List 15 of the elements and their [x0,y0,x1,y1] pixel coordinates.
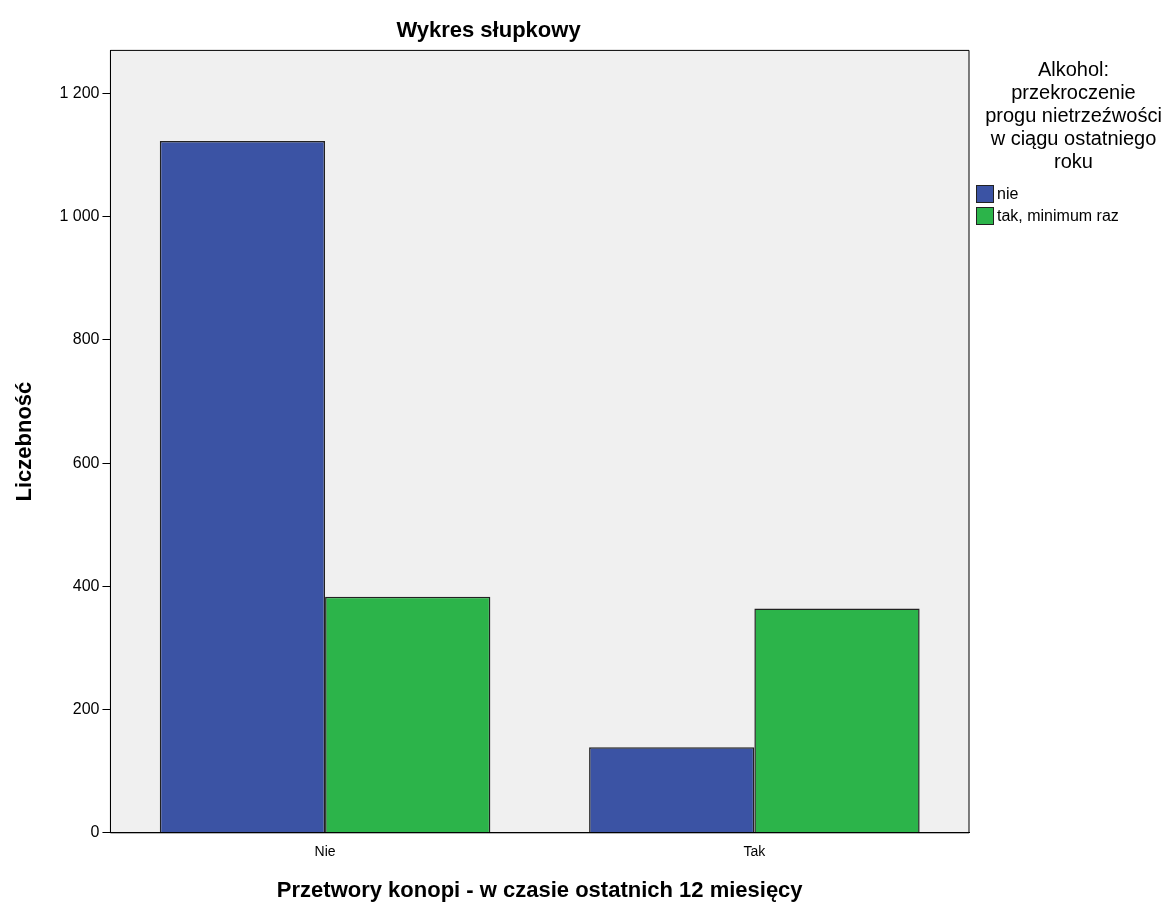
x-axis-title: Przetwory konopi - w czasie ostatnich 12 miesięcy [276,876,804,902]
legend-label: tak, minimum raz [997,207,1119,225]
y-tick-label: 400 [72,576,100,594]
x-tick-label: Tak [743,843,767,860]
y-tick-label: 800 [72,330,100,348]
y-tick-label: 600 [72,453,100,471]
y-tick-label: 1 000 [59,207,100,225]
y-tick-label: 0 [90,823,100,841]
y-tick-label: 200 [72,699,100,717]
legend-title: Alkohol: przekroczenie progu nietrzeźwości w ciągu ostatniego roku [984,58,1163,173]
x-tick-label: Nie [314,843,336,860]
legend-label: nie [997,185,1019,203]
y-tick-label: 1 200 [59,83,100,101]
y-axis-title: Liczebność [11,381,37,502]
chart-title: Wykres słupkowy [396,17,582,43]
